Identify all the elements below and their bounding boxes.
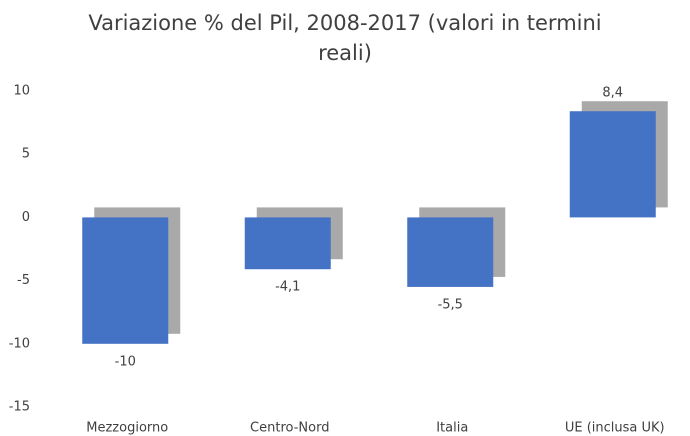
y-tick-label: -10	[9, 336, 30, 351]
y-tick-label: -15	[9, 400, 30, 415]
data-label: -10	[115, 354, 136, 369]
data-label: 8,4	[602, 86, 623, 101]
y-tick-label: -5	[17, 273, 30, 288]
y-tick-label: 0	[22, 210, 30, 225]
x-tick-label: UE (inclusa UK)	[565, 421, 665, 436]
data-label: -5,5	[438, 297, 463, 312]
bar	[244, 217, 331, 270]
bar	[569, 111, 656, 218]
x-tick-label: Italia	[436, 421, 468, 436]
y-tick-label: 10	[13, 84, 30, 99]
x-tick-label: Mezzogiorno	[86, 421, 168, 436]
bar	[407, 217, 494, 287]
bar	[82, 217, 169, 344]
x-tick-label: Centro-Nord	[250, 421, 329, 436]
data-label: -4,1	[275, 280, 300, 295]
y-tick-label: 5	[22, 147, 30, 162]
chart-title: Variazione % del Pil, 2008-2017 (valori …	[88, 11, 602, 65]
